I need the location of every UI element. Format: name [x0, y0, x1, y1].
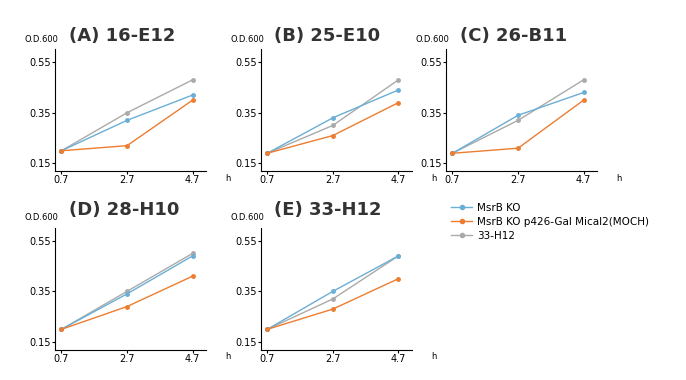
Text: (B) 25-E10: (B) 25-E10: [274, 27, 381, 44]
Legend: MsrB KO, MsrB KO p426-Gal Mical2(MOCH), 33-H12: MsrB KO, MsrB KO p426-Gal Mical2(MOCH), …: [451, 203, 649, 241]
Text: h: h: [225, 352, 230, 361]
Text: h: h: [431, 174, 436, 183]
Text: (A) 16-E12: (A) 16-E12: [69, 27, 175, 44]
Text: (E) 33-H12: (E) 33-H12: [274, 201, 382, 219]
Text: O.D.600: O.D.600: [230, 35, 264, 44]
Text: O.D.600: O.D.600: [230, 214, 264, 222]
Text: O.D.600: O.D.600: [24, 214, 58, 222]
Text: O.D.600: O.D.600: [415, 35, 449, 44]
Text: (C) 26-B11: (C) 26-B11: [460, 27, 567, 44]
Text: h: h: [616, 174, 622, 183]
Text: O.D.600: O.D.600: [24, 35, 58, 44]
Text: h: h: [225, 174, 230, 183]
Text: h: h: [431, 352, 436, 361]
Text: (D) 28-H10: (D) 28-H10: [69, 201, 179, 219]
